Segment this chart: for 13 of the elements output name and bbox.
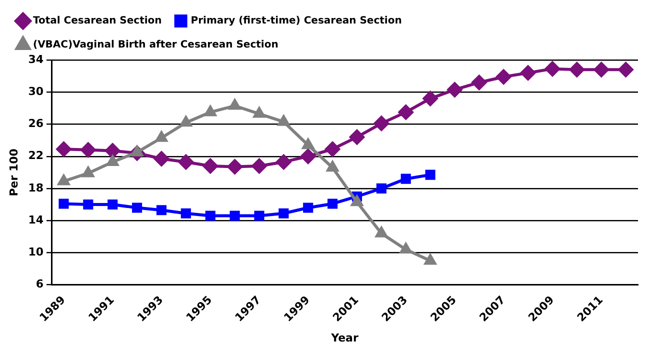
y-tick-label: 18 — [28, 181, 44, 194]
y-tick-label: 14 — [28, 213, 44, 226]
legend-label: Primary (first-time) Cesarean Section — [190, 16, 402, 27]
legend-label: (VBAC)Vaginal Birth after Cesarean Section — [33, 40, 278, 51]
y-tick-label: 6 — [36, 278, 44, 291]
y-tick-label: 22 — [28, 149, 44, 162]
y-axis-title: Per 100 — [7, 148, 20, 196]
y-tick-label: 34 — [28, 52, 44, 66]
y-tick-label: 30 — [28, 84, 44, 98]
x-axis-title: Year — [330, 331, 359, 344]
legend-label: Total Cesarean Section — [33, 16, 162, 27]
y-tick-label: 26 — [28, 117, 44, 130]
y-tick-label: 10 — [28, 246, 44, 259]
